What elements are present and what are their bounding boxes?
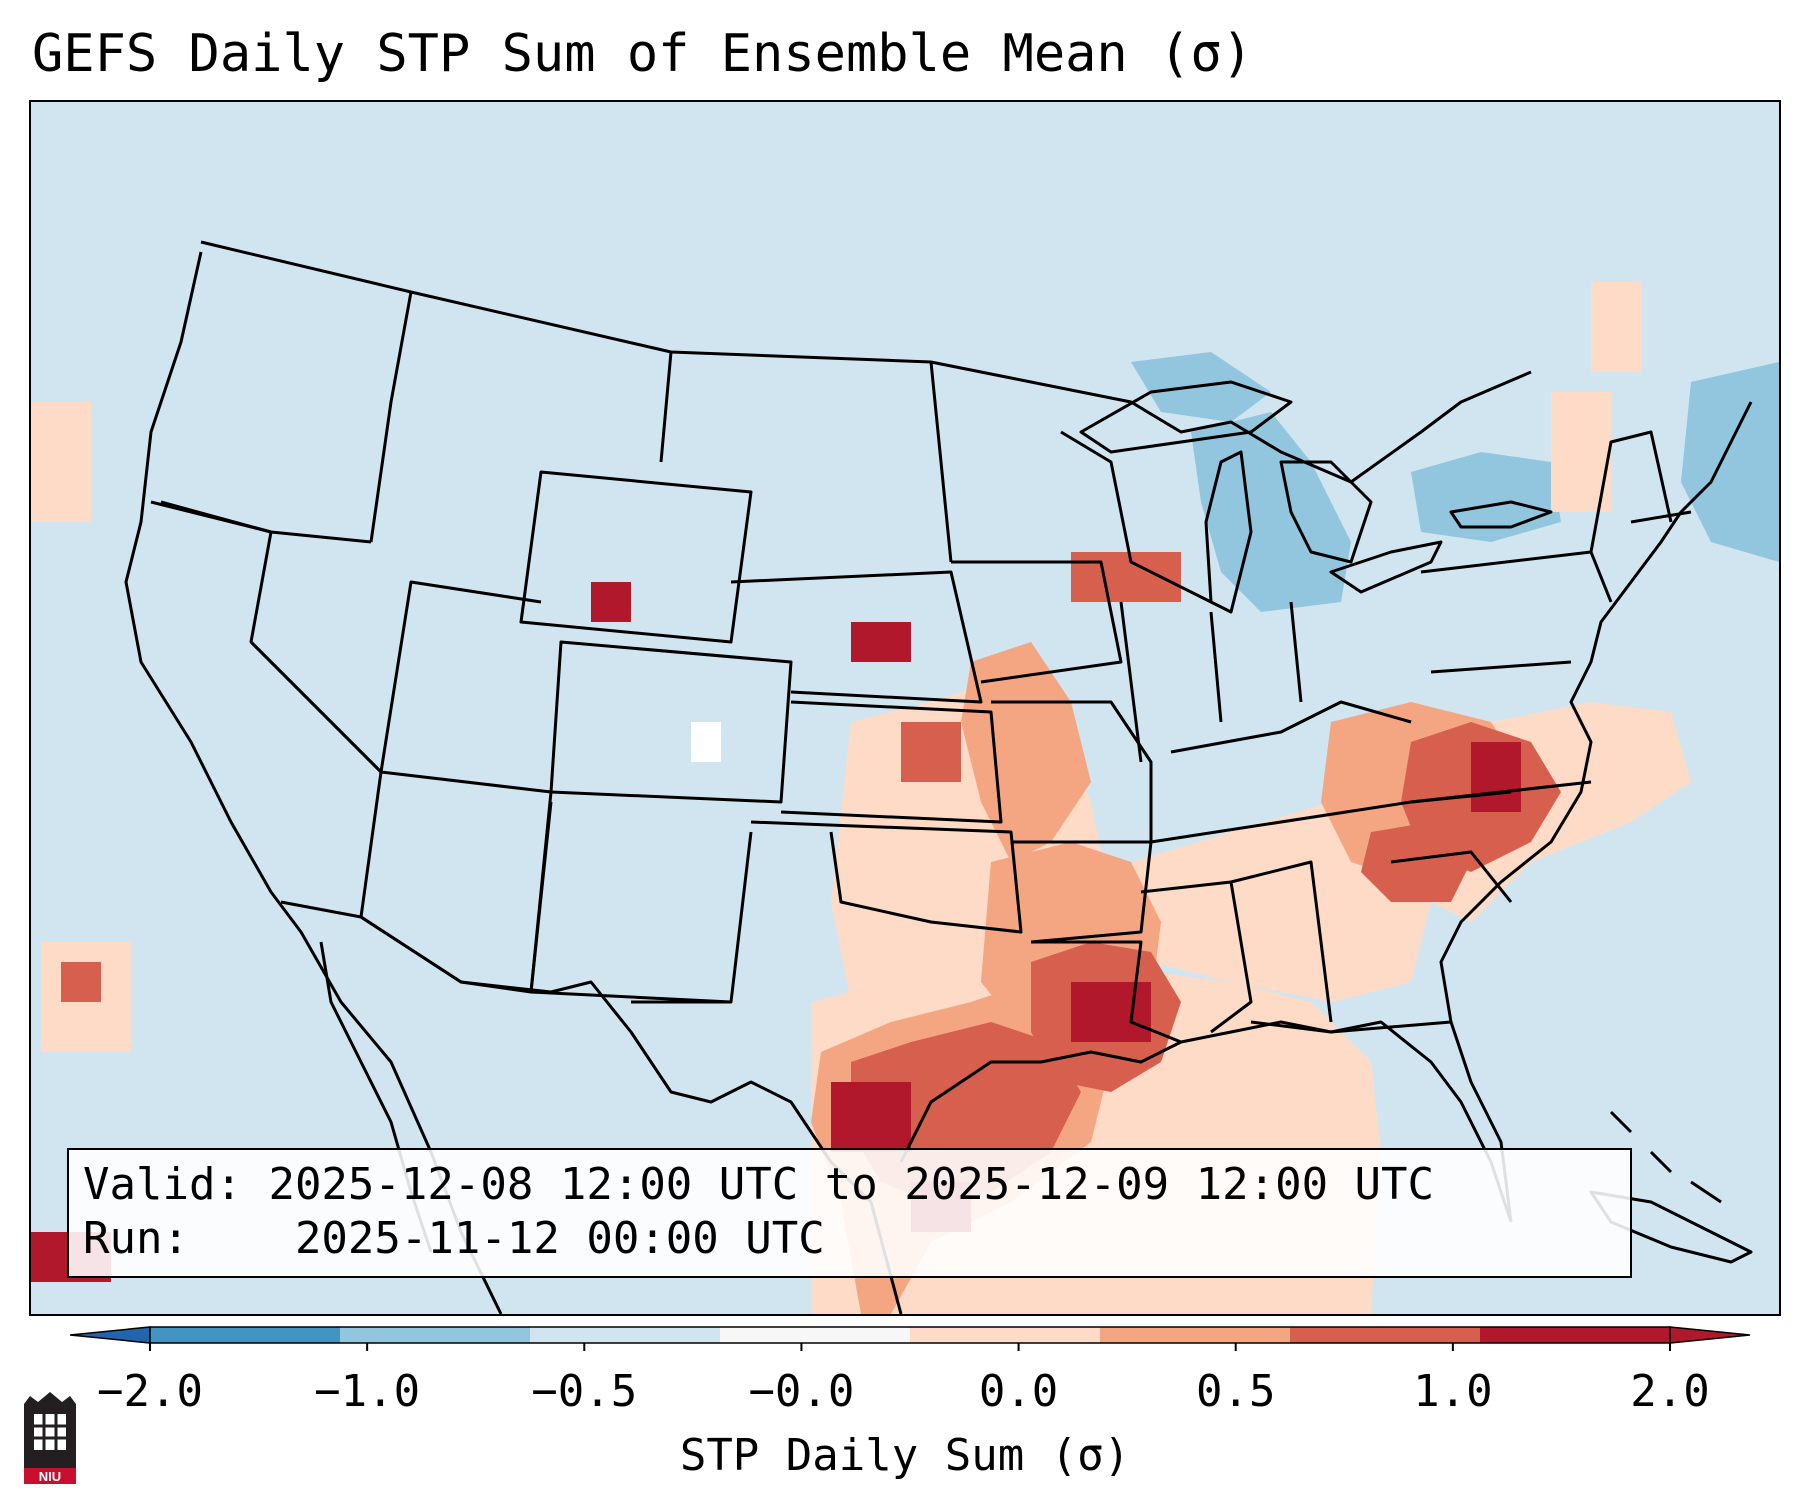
colorbar-segment [1480,1327,1671,1343]
state-line-la [1031,940,1182,1044]
colorbar-tick-label: −0.5 [531,1366,638,1417]
run-info-box: Valid: 2025-12-08 12:00 UTC to 2025-12-0… [67,1148,1632,1278]
map-panel [29,100,1781,1316]
colorbar-outline [149,1326,1671,1344]
state-line-ok [750,820,1023,934]
us-canada-border [200,240,1532,484]
state-line-ky-oh [1170,700,1412,754]
lake-huron [1279,460,1373,564]
shading-pacific-bits-1 [31,402,91,522]
lake-michigan [1204,450,1253,614]
state-line-nm [529,801,732,1004]
state-line-co [549,640,793,804]
shading-la-core [1071,982,1151,1042]
state-line-va-nc [1410,780,1592,804]
gulf-coastline [899,1020,1513,1223]
state-line-wa-or [160,500,372,544]
colorbar-over-extend [1669,1326,1750,1344]
state-line-il-in [1119,601,1303,763]
logo-window-grid [34,1414,66,1450]
logo-text: NIU [39,1469,61,1484]
lake-erie [1329,540,1443,594]
colorbar-segment [910,1327,1101,1343]
state-line-tx [631,831,753,1004]
shading-colorado-white [691,722,721,762]
lake-ontario [1449,500,1553,529]
state-boundaries [124,240,1753,1314]
colorbar-segments [70,1326,1750,1351]
colorbar-segment [340,1327,531,1343]
valid-value: 2025-12-08 12:00 UTC to 2025-12-09 12:00… [268,1159,1435,1210]
state-line-ne [730,570,983,704]
state-line-az [360,770,553,994]
shading-plains-bits [851,622,911,662]
shading-kansas-bits [901,722,961,782]
colorbar-tick-label: −1.0 [314,1366,421,1417]
shading-colorado-bits [591,582,631,622]
valid-label: Valid: [83,1159,242,1210]
map-canvas [31,240,1779,1314]
shading-ontario-neg [1411,452,1561,542]
state-line-or-ca [150,500,272,534]
state-line-new-england [1589,430,1692,553]
run-row: Run: 2025-11-12 00:00 UTC [83,1212,1616,1266]
shading-nc-core [1471,742,1521,812]
colorbar-tick-label: −2.0 [97,1366,203,1417]
colorbar-tick-label: 0.0 [978,1366,1059,1417]
colorbar-label: STP Daily Sum (σ) [679,1430,1131,1481]
state-line-nc-sc [1390,850,1513,903]
state-line-ga-fl [1250,1020,1452,1034]
colorbar-segment [1100,1327,1291,1343]
colorbar-segment [720,1327,911,1343]
state-line-ms-al [1140,880,1253,1034]
colorbar-segment [1290,1327,1481,1343]
colorbar-under-extend [70,1326,151,1344]
state-line-ar [1021,840,1153,944]
colorbar-tick-label: 1.0 [1413,1366,1493,1417]
state-line-wi-mi [1060,430,1212,604]
colorbar-tick-label: 0.5 [1195,1366,1276,1417]
colorbar-tick-label: −0.0 [748,1366,855,1417]
lake-superior [1079,380,1293,454]
state-line-pa-ny [1420,550,1613,674]
shading-texas-core [831,1082,911,1152]
state-line-ca-nv [249,640,383,918]
state-line-ks [780,700,1003,824]
state-line-nd-mn [929,361,953,563]
shading-sc-dark [1361,822,1471,902]
colorbar-segment [150,1327,341,1343]
map-title: GEFS Daily STP Sum of Ensemble Mean (σ) [32,24,1253,84]
shading-maritime-neg [1681,362,1779,562]
logo-band [24,1468,76,1484]
shading-wi-bits [1071,552,1181,602]
colorbar [70,1326,1750,1351]
colorbar-segment [530,1327,721,1343]
shading-pacific-bits-3 [61,962,101,1002]
run-label: Run: [83,1213,189,1264]
shading-northeast-bits-2 [1591,282,1641,372]
pacific-coastline [124,251,503,1314]
run-value: 2025-11-12 00:00 UTC [294,1213,825,1264]
niu-logo: NIU [24,1392,76,1484]
state-line-id-mt [369,291,413,543]
state-line-mn-ia [951,560,1123,684]
logo-window-bars [34,1414,66,1450]
state-line-al-ga [1230,860,1333,1023]
colorbar-tick-label: 2.0 [1630,1366,1710,1417]
state-line-wy [519,470,753,644]
valid-row: Valid: 2025-12-08 12:00 UTC to 2025-12-0… [83,1158,1616,1212]
shading-great-lakes-neg [1191,412,1351,612]
shading-ozark-medium [961,642,1091,862]
state-line-mt-nd [659,351,673,463]
state-line-nv-ut [249,531,542,774]
bahamas-outline [1609,1110,1722,1204]
